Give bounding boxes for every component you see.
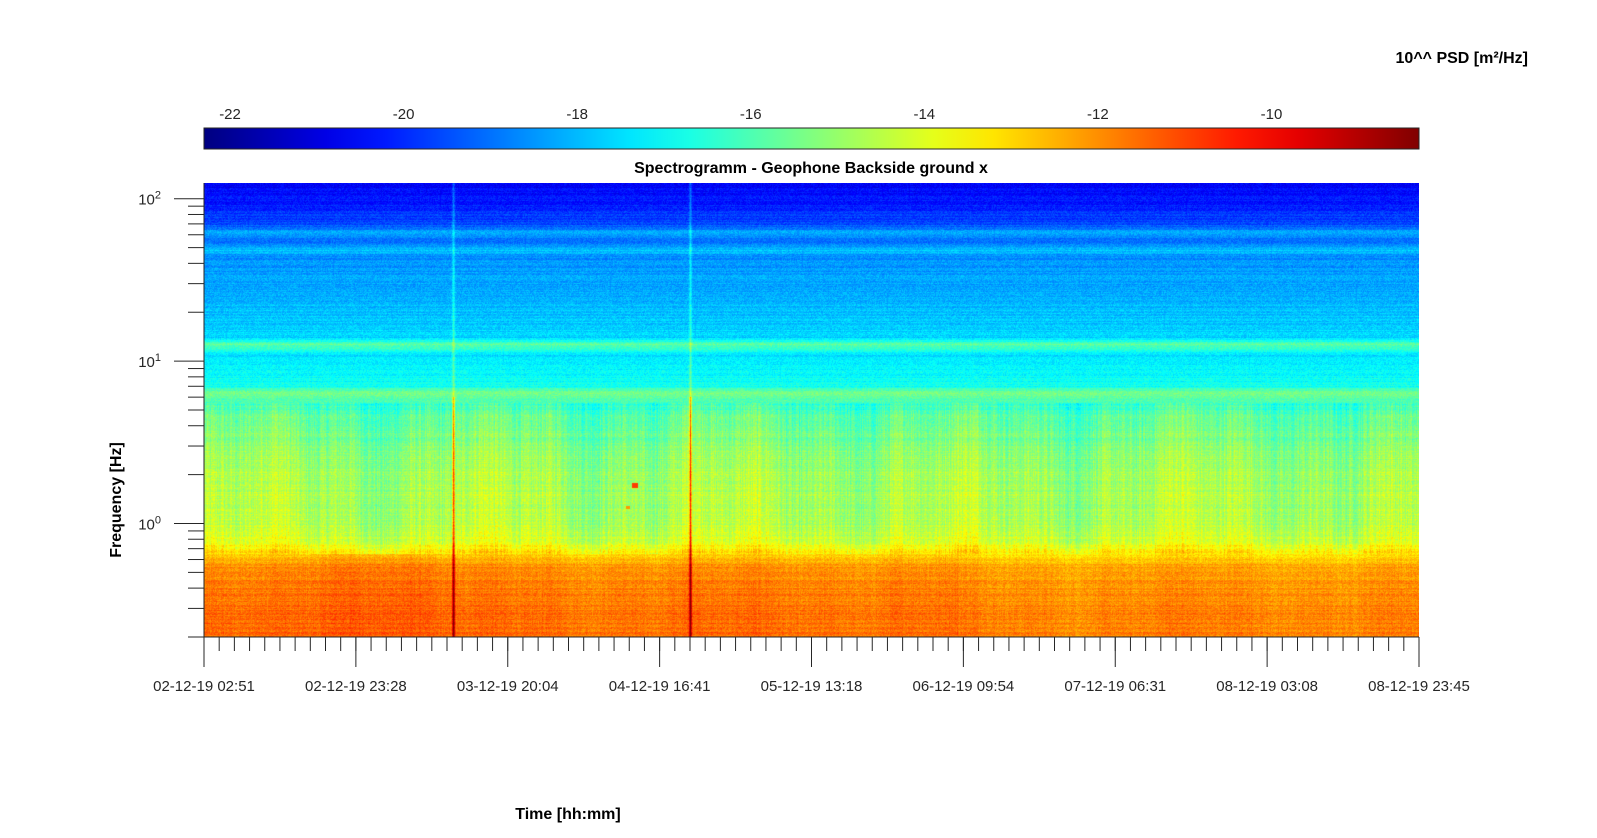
x-tick-label: 03-12-19 20:04 (457, 678, 559, 695)
colorbar (203, 127, 1420, 150)
colorbar-ticks: -22 -20 -18 -16 -14 -12 -10 (219, 106, 1282, 138)
colorbar-tick-label: -16 (740, 106, 762, 123)
x-tick-label: 07-12-19 06:31 (1064, 678, 1166, 695)
x-axis-ticks: 02-12-19 02:51 02-12-19 23:28 03-12-19 20:… (153, 637, 1470, 695)
x-tick-label: 08-12-19 03:08 (1216, 678, 1318, 695)
y-tick-label: 101 (138, 352, 161, 371)
colorbar-tick-label: -22 (219, 106, 241, 123)
colorbar-label: 10^^ PSD [m²/Hz] (1396, 50, 1528, 67)
x-tick-label: 04-12-19 16:41 (609, 678, 711, 695)
y-axis-title: Frequency [Hz] (108, 442, 125, 558)
y-tick-label: 100 (138, 515, 161, 534)
plot-title: Spectrogramm - Geophone Backside ground … (634, 160, 988, 177)
x-tick-label: 06-12-19 09:54 (913, 678, 1015, 695)
x-axis-title: Time [hh:mm] (515, 806, 620, 823)
spectrogram-image (204, 183, 1419, 637)
colorbar-tick-label: -20 (393, 106, 415, 123)
spectrogram-canvas (204, 183, 1419, 637)
x-tick-label: 02-12-19 23:28 (305, 678, 407, 695)
y-tick-label: 102 (138, 190, 161, 209)
x-tick-label: 08-12-19 23:45 (1368, 678, 1470, 695)
y-axis-ticks: 100 101 102 (138, 190, 204, 638)
x-tick-label: 02-12-19 02:51 (153, 678, 255, 695)
colorbar-tick-label: -14 (913, 106, 935, 123)
colorbar-tick-label: -18 (566, 106, 588, 123)
x-tick-label: 05-12-19 13:18 (761, 678, 863, 695)
colorbar-tick-label: -12 (1087, 106, 1109, 123)
colorbar-tick-label: -10 (1261, 106, 1283, 123)
